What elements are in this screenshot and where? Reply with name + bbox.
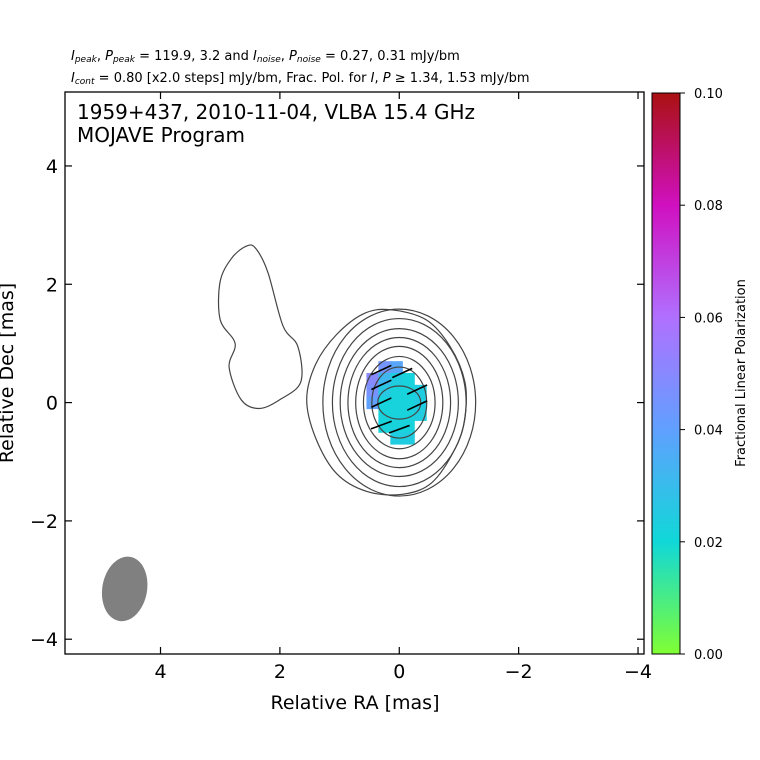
threshold-text: ≥ 1.34, 1.53 mJy/bm: [394, 71, 530, 86]
x-axis-label: Relative RA [mas]: [270, 692, 439, 714]
header-line-peak-noise: Ipeak, Ppeak = 119.9, 3.2 and Inoise, Pn…: [71, 49, 460, 65]
y-tick-label: 4: [46, 156, 58, 178]
jet-contour: [217, 244, 303, 410]
core-contour: [362, 355, 436, 450]
axis-ticks: [65, 92, 644, 654]
i-noise-symbol: I: [252, 49, 257, 64]
core-contour: [322, 308, 477, 497]
contour-text: = 0.80 [x2.0 steps] mJy/bm, Frac. Pol. f…: [98, 71, 367, 86]
p-noise-subscript: noise: [296, 55, 321, 65]
pol-pixel: [390, 396, 403, 410]
colorbar-tick-label: 0.04: [694, 424, 723, 439]
i-noise-subscript: noise: [256, 55, 281, 65]
x-tick-labels: 4 2 0 −2 −4: [154, 661, 652, 683]
core-contour: [355, 345, 444, 460]
frac-separator: ,: [374, 71, 379, 86]
pol-pixel: [390, 384, 403, 398]
evpa-tick: [371, 379, 392, 391]
pol-pixel: [402, 432, 415, 445]
header-line-contour-frac: Icont = 0.80 [x2.0 steps] mJy/bm, Frac. …: [71, 71, 530, 87]
x-tick-label: −2: [505, 661, 533, 683]
frac-p-symbol: P: [382, 71, 391, 86]
pol-pixel: [402, 373, 415, 386]
evpa-tick: [371, 364, 392, 376]
colorbar-label: Fractional Linear Polarization: [734, 279, 749, 467]
evpa-tick: [371, 397, 392, 408]
y-tick-label: −2: [30, 511, 58, 533]
evpa-tick: [388, 424, 410, 434]
p-noise-symbol: P: [289, 49, 297, 64]
core-outer-contour: [306, 308, 467, 496]
peak-values: = 119.9, 3.2 and: [139, 49, 249, 64]
i-cont-subscript: cont: [74, 77, 95, 87]
core-contour: [347, 336, 452, 469]
y-axis-label: Relative Dec [mas]: [0, 283, 18, 463]
colorbar-tick-label: 0.06: [694, 311, 723, 326]
noise-values: = 0.27, 0.31 mJy/bm: [324, 49, 460, 64]
pol-pixel: [402, 408, 415, 421]
core-contour: [371, 366, 428, 439]
y-tick-labels: −4 −2 0 2 4: [30, 156, 58, 651]
colorbar-tick-label: 0.02: [694, 536, 723, 551]
plot-title-source: 1959+437, 2010-11-04, VLBA 15.4 GHz: [77, 100, 475, 124]
pol-pixel: [390, 373, 403, 386]
evpa-tick: [406, 400, 428, 411]
plot-content: [101, 244, 477, 622]
plot-title-program: MOJAVE Program: [77, 123, 245, 147]
x-tick-label: 0: [393, 661, 405, 683]
i-peak-subscript: peak: [74, 55, 97, 65]
core-contour: [377, 385, 422, 420]
evpa-tick: [391, 367, 413, 379]
i-peak-symbol: I: [71, 49, 75, 64]
frac-i-symbol: I: [370, 71, 375, 86]
evpa-tick: [370, 420, 392, 430]
p-peak-symbol: P: [105, 49, 113, 64]
x-tick-label: 4: [154, 661, 166, 683]
colorbar-tick-label: 0.00: [694, 648, 723, 663]
plot-frame: [64, 91, 645, 655]
beam-ellipse: [101, 556, 148, 622]
y-tick-label: 0: [46, 393, 58, 415]
i-cont-symbol: I: [71, 71, 75, 86]
x-tick-label: −4: [624, 661, 652, 683]
pol-pixel: [402, 384, 415, 398]
colorbar: [651, 92, 681, 655]
colorbar-tick-label: 0.08: [694, 199, 723, 214]
pol-pixel: [402, 396, 415, 410]
y-tick-label: −4: [30, 629, 58, 651]
x-tick-label: 2: [274, 661, 286, 683]
core-contour: [339, 328, 459, 478]
y-tick-label: 2: [46, 274, 58, 296]
pol-pixel: [390, 408, 403, 421]
p-peak-subscript: peak: [112, 55, 135, 65]
plot-background: [65, 92, 644, 654]
colorbar-ticks: 0.00 0.02 0.04 0.06 0.08 0.10: [680, 87, 723, 663]
evpa-tick: [406, 384, 428, 395]
colorbar-tick-label: 0.10: [694, 87, 723, 102]
